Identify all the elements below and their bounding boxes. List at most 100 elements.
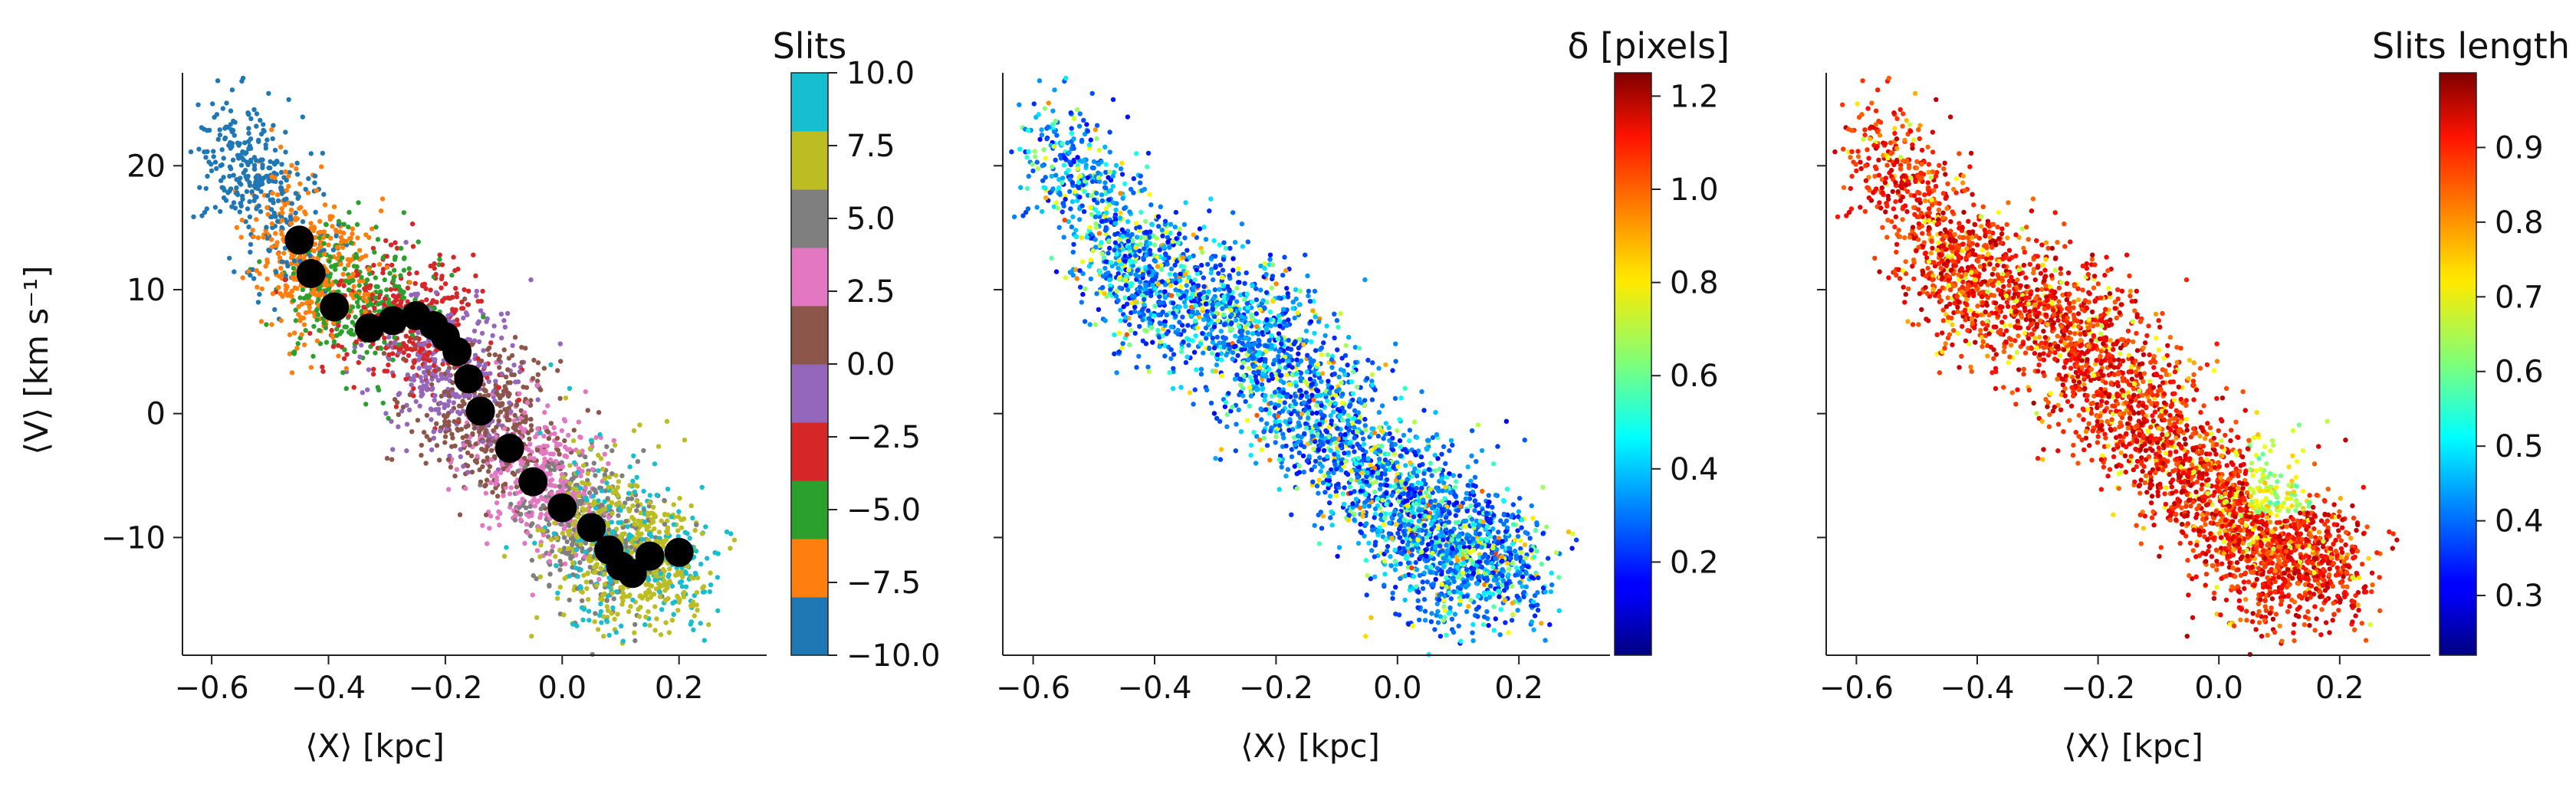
scatter-point: [537, 430, 543, 436]
scatter-point: [393, 240, 398, 245]
scatter-point: [393, 344, 399, 349]
scatter-point: [459, 300, 465, 305]
scatter-point: [330, 224, 335, 229]
scatter-point: [324, 269, 330, 274]
colorbar-tick-label: −10.0: [846, 638, 941, 674]
scatter-point: [1043, 156, 1049, 161]
scatter-point: [488, 340, 494, 346]
scatter-point: [613, 589, 619, 595]
scatter-point: [634, 474, 639, 480]
scatter-point: [694, 590, 700, 595]
scatter-point: [1118, 191, 1123, 196]
scatter-point: [275, 251, 281, 257]
scatter-point: [563, 453, 568, 458]
scatter-point: [1025, 206, 1031, 212]
scatter-point: [538, 387, 544, 392]
scatter-point: [534, 462, 539, 467]
scatter-point: [646, 608, 651, 615]
scatter-point: [1424, 579, 1431, 585]
scatter-point: [497, 523, 502, 528]
scatter-point: [1107, 149, 1113, 155]
scatter-point: [606, 632, 612, 638]
scatter-point: [562, 438, 567, 444]
scatter-point: [508, 485, 514, 490]
scatter-point: [237, 141, 242, 146]
scatter-point: [373, 225, 379, 230]
scatter-point: [577, 584, 583, 589]
scatter-point: [610, 529, 616, 534]
scatter-point: [268, 237, 274, 242]
scatter-point: [279, 162, 284, 167]
scatter-point: [604, 604, 610, 609]
scatter-point: [281, 251, 287, 256]
scatter-point: [454, 290, 459, 297]
scatter-point: [433, 407, 439, 412]
scatter-point: [311, 323, 317, 330]
scatter-point: [625, 496, 631, 502]
scatter-point: [1509, 618, 1515, 623]
scatter-point: [1448, 596, 1454, 602]
scatter-point: [238, 201, 244, 206]
scatter-point: [464, 433, 469, 438]
scatter-point: [274, 192, 281, 198]
scatter-point: [545, 403, 550, 408]
scatter-point: [274, 218, 281, 224]
scatter-point: [652, 604, 658, 609]
scatter-point: [354, 300, 360, 305]
scatter-point: [282, 277, 288, 283]
scatter-point: [1084, 122, 1089, 127]
scatter-point: [294, 346, 300, 351]
x-tick-label: −0.4: [291, 671, 366, 706]
scatter-point: [459, 306, 465, 311]
scatter-point: [1113, 162, 1119, 168]
scatter-point: [289, 294, 294, 299]
scatter-point: [1132, 309, 1138, 314]
x-tick-label: −0.2: [408, 671, 482, 706]
scatter-point: [214, 112, 220, 117]
scatter-point: [350, 271, 356, 277]
scatter-point: [1326, 471, 1331, 476]
scatter-point: [1355, 540, 1362, 546]
scatter-point: [1328, 515, 1333, 520]
scatter-point: [255, 284, 260, 290]
scatter-point: [289, 162, 294, 168]
scatter-point: [351, 385, 356, 390]
scatter-point: [427, 365, 432, 370]
scatter-point: [416, 366, 422, 371]
scatter-point: [602, 582, 608, 587]
scatter-point: [1480, 488, 1485, 494]
scatter-point: [1539, 621, 1544, 626]
scatter-point: [1382, 572, 1388, 577]
scatter-point: [488, 480, 494, 486]
scatter-point: [602, 451, 607, 457]
scatter-point: [506, 356, 512, 361]
scatter-point: [460, 408, 465, 414]
scatter-point: [652, 577, 658, 583]
scatter-point: [1375, 433, 1382, 439]
scatter-point: [308, 365, 314, 370]
scatter-point: [390, 447, 396, 452]
scatter-point: [1364, 592, 1369, 598]
scatter-point: [487, 352, 492, 357]
scatter-point: [416, 342, 422, 347]
scatter-point: [659, 518, 664, 523]
scatter-point: [554, 536, 560, 541]
scatter-point: [1197, 314, 1202, 320]
scatter-point: [297, 295, 303, 300]
scatter-point: [519, 359, 524, 366]
scatter-point: [518, 415, 523, 421]
scatter-point: [323, 325, 328, 330]
scatter-point: [320, 364, 325, 370]
scatter-point: [442, 434, 449, 439]
scatter-point: [248, 241, 254, 248]
scatter-point: [591, 487, 596, 492]
scatter-point: [654, 492, 659, 498]
scatter-point: [258, 158, 263, 163]
scatter-point: [623, 540, 629, 546]
scatter-point: [531, 497, 536, 503]
scatter-point: [479, 446, 485, 452]
scatter-point: [242, 140, 248, 146]
scatter-point: [324, 339, 330, 345]
scatter-point: [520, 497, 525, 502]
scatter-point: [498, 470, 504, 476]
